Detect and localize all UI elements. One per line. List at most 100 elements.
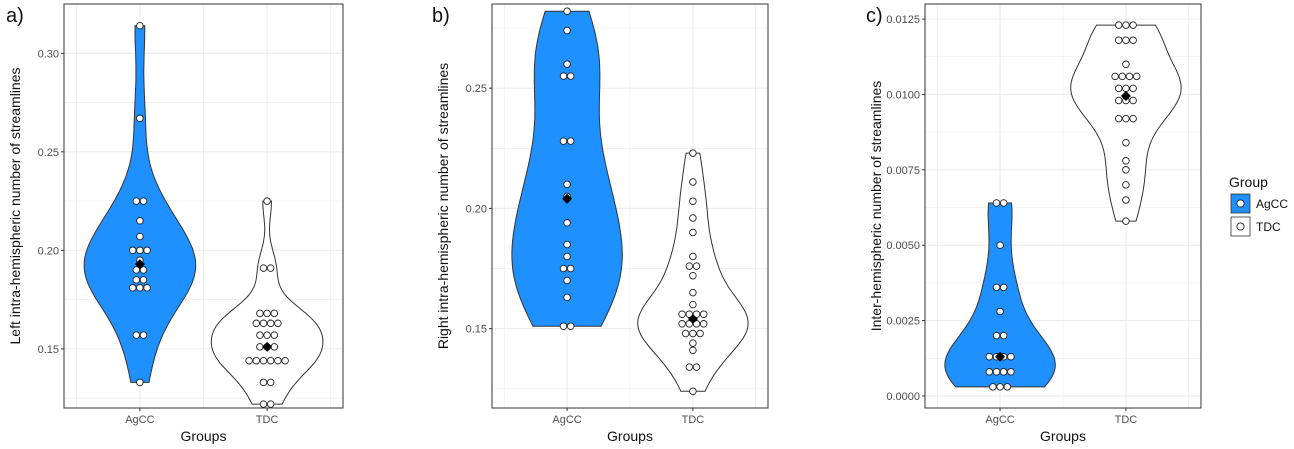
data-point <box>259 400 268 408</box>
data-point <box>563 180 571 189</box>
y-tick-label: 0.20 <box>38 245 59 257</box>
data-point <box>1132 72 1141 81</box>
data-point <box>252 356 261 365</box>
data-point <box>992 283 1001 292</box>
data-point <box>563 7 571 15</box>
data-point <box>699 320 708 328</box>
data-point <box>1122 217 1130 225</box>
y-tick-label: 0.30 <box>38 48 59 60</box>
data-point <box>1122 181 1130 189</box>
mean-marker <box>1120 90 1131 101</box>
x-axis-title: Groups <box>181 428 227 444</box>
data-point <box>1129 114 1137 123</box>
data-point <box>685 262 694 270</box>
data-point <box>685 320 694 328</box>
y-axis-title: Inter-hemispheric number of streamlines <box>868 81 884 332</box>
data-point <box>1129 21 1137 29</box>
data-point <box>992 331 1001 340</box>
data-point <box>1129 96 1137 105</box>
data-point <box>1129 36 1137 44</box>
x-tick-label: AgCC <box>552 414 581 426</box>
data-point <box>996 307 1004 316</box>
panel-tag: c) <box>866 5 883 27</box>
data-point <box>689 288 697 297</box>
data-point <box>689 197 697 205</box>
data-point <box>1122 166 1130 174</box>
data-point <box>1114 114 1123 123</box>
data-point <box>274 319 282 328</box>
data-point <box>692 363 701 371</box>
y-tick-label: 0.15 <box>38 344 59 356</box>
y-axis-title: Left intra-hemispheric number of streaml… <box>7 67 23 344</box>
data-point <box>143 246 151 255</box>
data-point <box>256 331 264 339</box>
data-point <box>1111 72 1119 81</box>
data-point <box>692 320 701 328</box>
data-point <box>1007 352 1015 361</box>
data-point <box>132 276 141 284</box>
data-point <box>563 293 571 302</box>
data-point <box>263 309 271 318</box>
data-point <box>1114 36 1123 44</box>
data-point <box>689 149 697 157</box>
data-point <box>128 284 137 292</box>
data-point <box>689 387 697 395</box>
y-tick-label: 0.0125 <box>886 14 920 26</box>
violin-agcc <box>511 10 623 327</box>
data-point <box>989 383 997 391</box>
data-point <box>559 72 568 80</box>
violin-agcc <box>83 25 197 383</box>
data-point <box>685 310 694 318</box>
data-point <box>263 197 271 205</box>
data-point <box>678 320 686 328</box>
y-tick-label: 0.15 <box>466 324 487 336</box>
data-point <box>1003 383 1012 391</box>
data-point <box>999 368 1008 376</box>
data-point <box>132 197 141 205</box>
panel-tag: b) <box>432 5 450 27</box>
data-point <box>1007 368 1015 376</box>
legend: Group AgCC TDC <box>1229 174 1288 237</box>
data-point <box>1114 21 1123 29</box>
y-tick-label: 0.0025 <box>886 316 920 328</box>
data-point <box>266 356 275 365</box>
data-point <box>999 331 1008 340</box>
data-point <box>136 21 144 30</box>
legend-label: AgCC <box>1256 197 1288 211</box>
data-point <box>136 284 144 292</box>
data-point <box>1122 60 1130 69</box>
data-point <box>1122 138 1130 147</box>
data-point <box>139 266 148 274</box>
data-point <box>992 368 1001 376</box>
x-axis-title: Groups <box>607 428 653 444</box>
data-point <box>566 322 575 330</box>
mean-marker <box>562 193 573 204</box>
y-tick-label: 0.0050 <box>886 240 920 252</box>
mean-marker <box>262 341 273 352</box>
data-point <box>681 329 690 338</box>
x-tick-label: AgCC <box>985 414 1014 426</box>
data-point <box>563 276 571 285</box>
data-point <box>559 264 568 273</box>
data-point <box>266 319 275 328</box>
legend-key-dot <box>1236 222 1245 231</box>
data-point <box>1114 84 1123 93</box>
data-point <box>689 252 697 261</box>
data-point <box>1114 96 1123 105</box>
data-point <box>996 241 1004 249</box>
data-point <box>692 262 701 270</box>
data-point <box>699 310 708 318</box>
panel-border <box>924 3 1202 409</box>
data-point <box>136 378 144 387</box>
y-tick-label: 0.0000 <box>886 391 920 403</box>
data-point <box>132 266 141 274</box>
data-point <box>563 252 571 261</box>
legend-title: Group <box>1229 174 1268 190</box>
data-point <box>136 217 144 225</box>
data-point <box>128 246 137 255</box>
y-tick-label: 0.20 <box>466 203 487 215</box>
data-point <box>1122 157 1130 165</box>
data-point <box>270 309 279 318</box>
data-point <box>689 300 697 309</box>
